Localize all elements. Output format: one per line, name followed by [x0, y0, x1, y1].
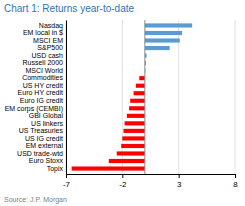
grid-line — [122, 20, 123, 174]
x-axis: -7 -2 3 8 — [63, 174, 238, 189]
tick-label: Russell 2000 — [23, 59, 64, 66]
tick: -7 — [63, 174, 71, 189]
bar — [121, 144, 145, 148]
tick: Topix — [47, 165, 64, 173]
bar — [122, 136, 145, 140]
tick-label: 3 — [177, 180, 182, 189]
tick: EM external — [26, 142, 64, 149]
tick-label: MSCI World — [25, 67, 63, 74]
grid-line — [235, 20, 236, 174]
tick: US IG credit — [25, 135, 63, 142]
tick: MSCI World — [25, 67, 63, 74]
tick-label: -2 — [119, 180, 127, 189]
tick-label: S&P500 — [37, 44, 63, 51]
tick: USD trade-wtd — [17, 150, 63, 157]
tick: USD cash — [31, 52, 63, 59]
bar — [145, 46, 170, 50]
tick: Euro HY credit — [18, 89, 63, 96]
tick: US linkers — [31, 120, 63, 127]
tick-label: GBI Global — [29, 112, 64, 119]
tick-label: Euro Stoxx — [29, 157, 64, 164]
chart: -7 -2 3 8 NasdaqEM local in $MSCI EMS&P500US… — [0, 0, 245, 206]
bar — [136, 84, 145, 88]
axis-line — [66, 21, 67, 175]
bar — [125, 121, 145, 125]
grid-line — [178, 20, 179, 174]
bars — [72, 23, 193, 170]
tick-label: Euro IG credit — [20, 97, 63, 104]
title: Chart 1: Returns year-to-date — [4, 3, 134, 14]
bar — [123, 129, 144, 133]
tick: EM local in $ — [23, 29, 63, 36]
tick-label: USD trade-wtd — [17, 150, 63, 157]
tick: S&P500 — [37, 44, 63, 51]
tick-label: USD cash — [31, 52, 63, 59]
bar — [134, 91, 145, 95]
bar — [109, 159, 145, 163]
tick-mark — [179, 174, 180, 178]
bar — [145, 23, 192, 27]
tick-label: Topix — [47, 165, 64, 173]
tick-label: EM local in $ — [23, 29, 63, 36]
tick-label: MSCI EM — [33, 37, 63, 44]
tick-label: EM external — [26, 142, 64, 149]
bar — [72, 166, 145, 170]
bar — [145, 38, 180, 42]
tick-label: 8 — [233, 180, 238, 189]
bar — [139, 76, 145, 80]
tick: 8 — [233, 174, 238, 189]
tick-mark — [122, 174, 123, 178]
tick-label: -7 — [63, 180, 71, 189]
tick-mark — [235, 174, 236, 178]
grid — [66, 20, 235, 174]
tick-label: Commodities — [22, 74, 63, 81]
grid-line — [66, 20, 67, 174]
tick-label: US IG credit — [25, 135, 63, 142]
tick: Russell 2000 — [23, 59, 64, 66]
tick: Euro IG credit — [20, 97, 63, 104]
tick: -2 — [119, 174, 127, 189]
tick: US HY credit — [23, 82, 63, 89]
bar — [117, 151, 145, 155]
y-axis: NasdaqEM local in $MSCI EMS&P500USD cash… — [5, 21, 67, 175]
tick-label: Euro HY credit — [18, 89, 63, 96]
bar — [130, 99, 145, 103]
bar — [129, 106, 145, 110]
tick-mark — [66, 174, 67, 178]
tick-label: US linkers — [31, 120, 63, 127]
axis-line — [67, 175, 236, 179]
bar — [127, 114, 145, 118]
tick: US Treasuries — [19, 127, 64, 134]
tick: 3 — [177, 174, 182, 189]
tick-label: US Treasuries — [19, 127, 64, 134]
tick: Commodities — [22, 74, 63, 81]
plot: -7 -2 3 8 NasdaqEM local in $MSCI EMS&P500US… — [5, 20, 239, 189]
tick: MSCI EM — [33, 37, 63, 44]
annotation: Source: J.P. Morgan — [4, 196, 67, 204]
tick: Euro Stoxx — [29, 157, 64, 164]
tick: GBI Global — [29, 112, 64, 119]
tick-label: US HY credit — [23, 82, 63, 89]
bar — [145, 31, 182, 35]
zero-line — [144, 20, 145, 174]
